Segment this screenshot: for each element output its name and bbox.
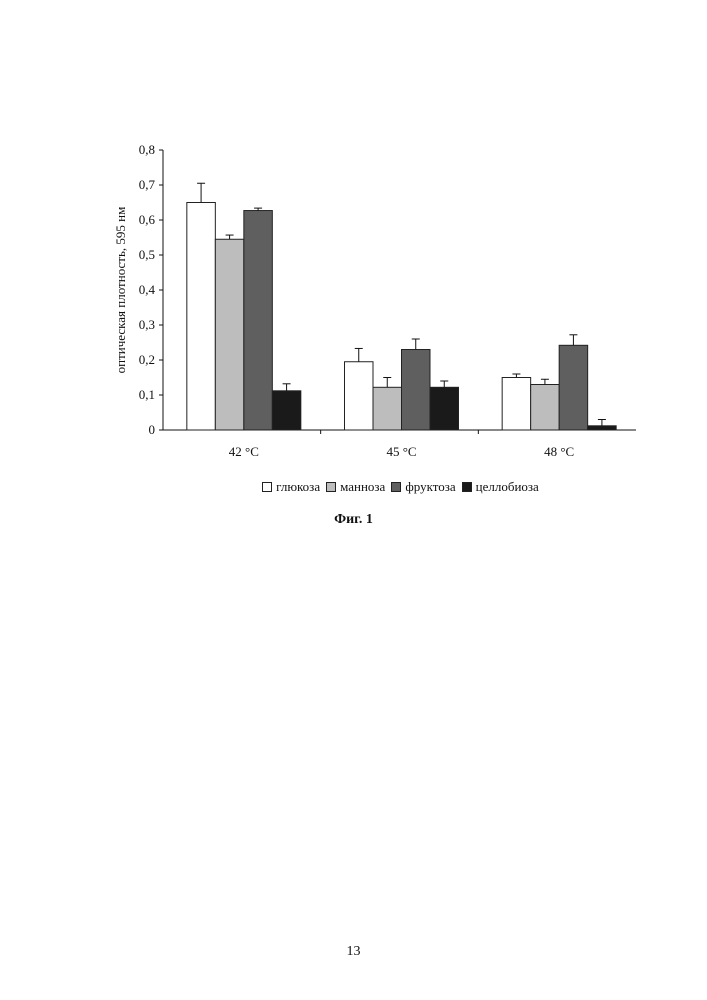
y-tick-label: 0,1 bbox=[139, 387, 155, 402]
x-tick-label: 48 °С bbox=[544, 444, 574, 459]
legend-item: целлобиоза bbox=[462, 479, 539, 495]
legend-label: фруктоза bbox=[405, 479, 455, 495]
figure-caption: Фиг. 1 bbox=[0, 512, 707, 528]
legend-item: глюкоза bbox=[262, 479, 320, 495]
legend-swatch bbox=[391, 482, 401, 492]
legend-label: глюкоза bbox=[276, 479, 320, 495]
bar-глюкоза bbox=[345, 362, 374, 430]
x-axis: 42 °С 45 °С 48 °С bbox=[163, 430, 636, 459]
bar-фруктоза bbox=[559, 345, 588, 430]
y-tick-label: 0,7 bbox=[139, 177, 156, 192]
y-tick-label: 0,6 bbox=[139, 212, 156, 227]
y-axis-label: оптическая плотность, 595 нм bbox=[113, 207, 128, 374]
bar-целлобиоза bbox=[588, 426, 617, 430]
bar-фруктоза bbox=[244, 211, 272, 430]
legend-item: фруктоза bbox=[391, 479, 455, 495]
bar-манноза bbox=[373, 387, 402, 430]
x-tick-label: 45 °С bbox=[386, 444, 416, 459]
legend-label: целлобиоза bbox=[476, 479, 539, 495]
bar-целлобиоза bbox=[272, 391, 301, 430]
y-tick-label: 0,4 bbox=[139, 282, 156, 297]
y-tick-label: 0 bbox=[149, 422, 156, 437]
y-tick-label: 0,8 bbox=[139, 142, 155, 157]
bar-целлобиоза bbox=[430, 387, 459, 430]
bar-манноза bbox=[531, 385, 560, 431]
legend-label: манноза bbox=[340, 479, 385, 495]
bar-манноза bbox=[215, 239, 244, 430]
legend-swatch bbox=[326, 482, 336, 492]
legend-swatch bbox=[462, 482, 472, 492]
bar-глюкоза bbox=[187, 203, 216, 431]
legend-swatch bbox=[262, 482, 272, 492]
y-tick-label: 0,3 bbox=[139, 317, 155, 332]
bars bbox=[187, 203, 616, 431]
bar-фруктоза bbox=[402, 350, 431, 431]
page-number: 13 bbox=[0, 944, 707, 960]
bar-глюкоза bbox=[502, 378, 530, 431]
y-axis: 0 0,1 0,2 0,3 0,4 0,5 0,6 0,7 0,8 bbox=[139, 142, 163, 437]
y-tick-label: 0,2 bbox=[139, 352, 155, 367]
legend-item: манноза bbox=[326, 479, 385, 495]
y-tick-label: 0,5 bbox=[139, 247, 155, 262]
legend: глюкоза манноза фруктоза целлобиоза bbox=[0, 479, 707, 495]
x-tick-label: 42 °С bbox=[229, 444, 259, 459]
